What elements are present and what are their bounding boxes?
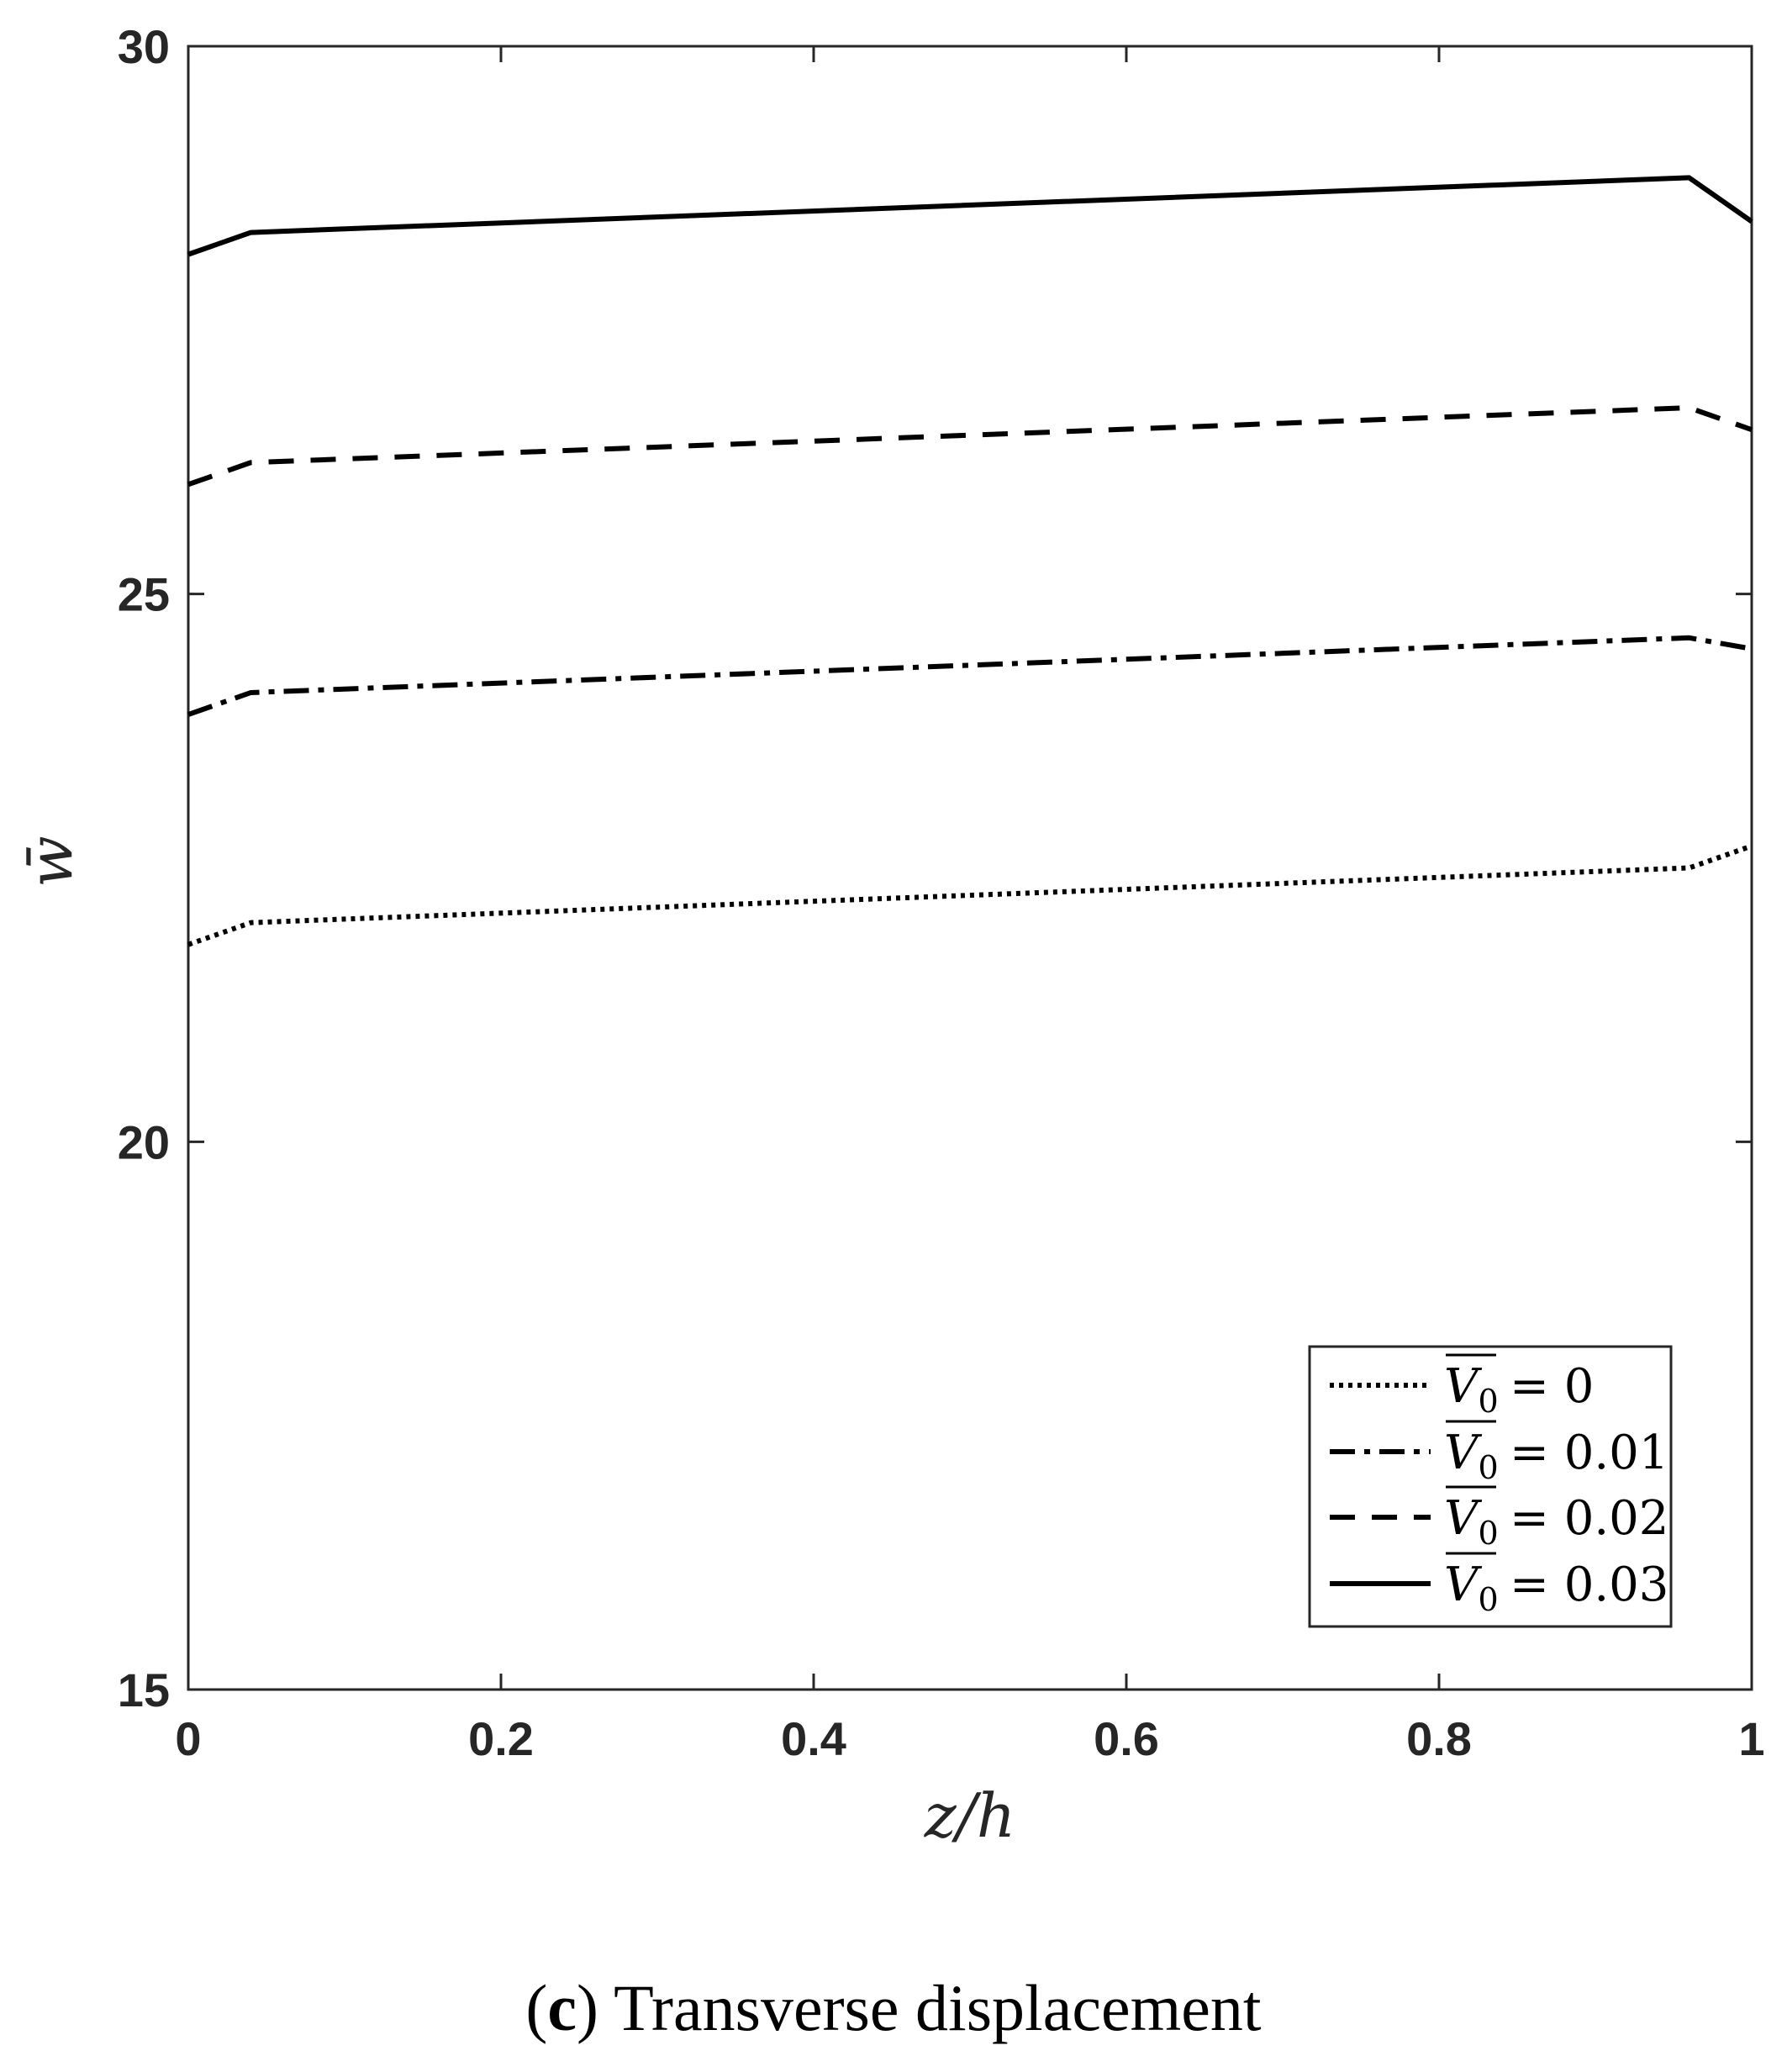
legend-symbol-subscript: 0 <box>1478 1581 1498 1618</box>
legend-symbol-letter: V <box>1444 1491 1483 1546</box>
y-ticks: 15 20 25 30 <box>118 20 1752 1716</box>
legend-symbol-letter: V <box>1444 1359 1483 1414</box>
caption-paren-close: ) <box>577 1971 614 2044</box>
legend-symbol-subscript: 0 <box>1478 1449 1498 1486</box>
y-tick-label: 20 <box>118 1115 170 1168</box>
legend-symbol-letter: V <box>1444 1426 1483 1480</box>
legend-symbol-subscript: 0 <box>1478 1515 1498 1552</box>
x-tick-label: 1 <box>1738 1712 1764 1765</box>
x-tick-label: 0.6 <box>1094 1712 1159 1765</box>
legend-value: = 0.02 <box>1510 1491 1668 1546</box>
legend-symbol-letter: V <box>1444 1558 1483 1612</box>
legend-value: = 0.03 <box>1510 1558 1668 1612</box>
x-ticks: 0 0.2 0.4 0.6 0.8 1 <box>175 46 1765 1765</box>
series-line-dotted <box>187 843 1753 947</box>
series-lines <box>187 175 1753 947</box>
x-tick-label: 0 <box>175 1712 201 1765</box>
caption-paren-open: ( <box>525 1971 547 2044</box>
series-line-solid <box>187 175 1753 257</box>
y-tick-label: 25 <box>118 568 170 621</box>
y-tick-label: 30 <box>118 20 170 73</box>
legend-value: = 0.01 <box>1510 1426 1668 1480</box>
caption-text: (c) Transverse displacement <box>525 1971 1261 2044</box>
x-tick-label: 0.8 <box>1406 1712 1472 1765</box>
caption-letter: c <box>547 1971 577 2044</box>
caption: (c) Transverse displacement <box>525 1971 1261 2044</box>
legend-symbol-subscript: 0 <box>1478 1383 1498 1420</box>
legend-symbol: V0 <box>1444 1426 1499 1486</box>
legend-value: = 0 <box>1510 1359 1594 1414</box>
x-tick-label: 0.4 <box>781 1712 846 1765</box>
legend-symbol: V0 <box>1444 1491 1499 1552</box>
caption-title: Transverse displacement <box>614 1971 1262 2044</box>
x-axis-label: z/h <box>924 1780 1016 1851</box>
y-tick-label: 15 <box>118 1663 170 1716</box>
x-tick-label: 0.2 <box>468 1712 534 1765</box>
series-line-dashdot <box>187 635 1753 717</box>
legend-symbol: V0 <box>1444 1359 1499 1420</box>
y-axis-label: w̄ <box>15 836 86 888</box>
legend-symbol: V0 <box>1444 1558 1499 1618</box>
